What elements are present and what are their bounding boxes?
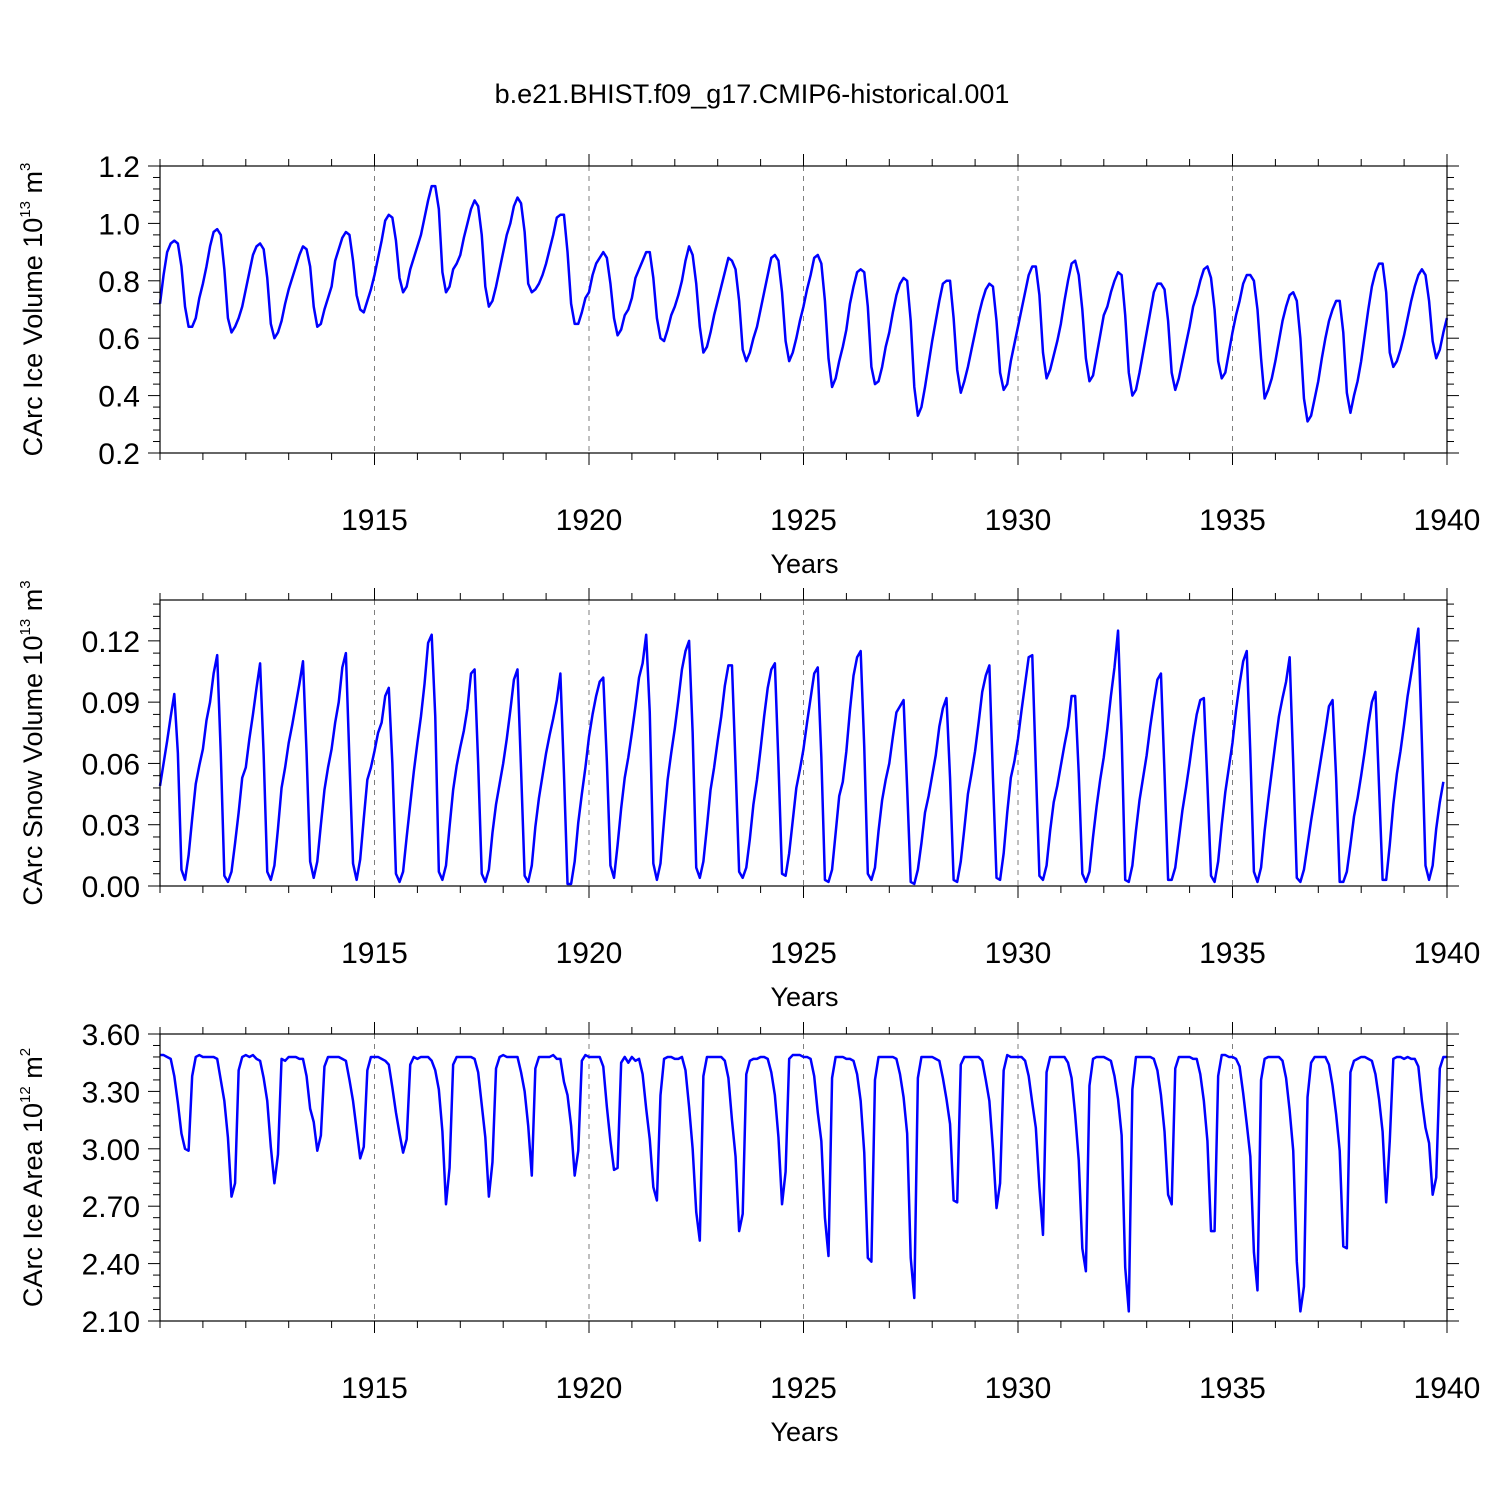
x-tick-label: 1935 [1199, 937, 1266, 970]
y-tick-label: 0.03 [82, 810, 140, 843]
y-axis-title: CArc Snow Volume 1013 m3 [17, 580, 48, 905]
x-tick-label: 1930 [985, 504, 1052, 537]
y-tick-label: 1.2 [98, 151, 140, 184]
y-axis-title-exponent: 13 [17, 201, 34, 218]
y-tick-label: 0.6 [98, 323, 140, 356]
x-axis-title: Years [770, 549, 838, 579]
panel-ice-volume: 0.2 0.4 0.6 0.8 1.0 1.2 1915 1920 1925 1930 1935 19… [17, 151, 1480, 579]
y-tick-label: 2.10 [82, 1306, 140, 1339]
y-axis-title-unit: m [18, 1056, 48, 1086]
series-line-ice-volume [158, 184, 1449, 423]
y-axis-title: CArc Ice Area 1012 m2 [17, 1048, 48, 1307]
series-line-snow-volume [158, 627, 1445, 886]
x-tick-label: 1925 [770, 1372, 837, 1405]
panels: 0.2 0.4 0.6 0.8 1.0 1.2 1915 1920 1925 1930 1935 19… [17, 151, 1480, 1447]
x-tick-label: 1935 [1199, 504, 1266, 537]
y-axis-title-main: CArc Snow Volume 10 [18, 635, 48, 905]
x-tick-label: 1925 [770, 937, 837, 970]
panel-snow-volume: 0.00 0.03 0.06 0.09 0.12 1915 1920 1925 1930 1935… [17, 580, 1480, 1012]
x-tick-label: 1925 [770, 504, 837, 537]
y-tick-label: 2.70 [82, 1191, 140, 1224]
y-tick-label: 3.00 [82, 1134, 140, 1167]
x-tick-label: 1920 [556, 937, 623, 970]
x-tick-label: 1915 [341, 504, 408, 537]
y-axis-title-exponent: 13 [17, 619, 34, 636]
y-tick-label: 2.40 [82, 1249, 140, 1282]
y-axis-title: CArc Ice Volume 1013 m3 [17, 163, 48, 457]
y-axis-title-unit-exponent: 3 [17, 163, 34, 171]
x-tick-label: 1915 [341, 1372, 408, 1405]
chart-title: b.e21.BHIST.f09_g17.CMIP6-historical.001 [495, 79, 1010, 109]
y-tick-label: 3.60 [82, 1019, 140, 1052]
y-tick-label: 0.4 [98, 381, 140, 414]
x-tick-label: 1940 [1414, 504, 1481, 537]
y-axis-title-exponent: 12 [17, 1086, 34, 1103]
y-tick-label: 0.09 [82, 687, 140, 720]
x-axis-title: Years [770, 982, 838, 1012]
y-axis-title-main: CArc Ice Area 10 [18, 1103, 48, 1307]
series-line-ice-area [160, 1053, 1447, 1313]
x-tick-label: 1940 [1414, 1372, 1481, 1405]
y-axis-title-unit-exponent: 2 [17, 1048, 34, 1056]
y-tick-label: 1.0 [98, 208, 140, 241]
y-tick-label: 3.30 [82, 1076, 140, 1109]
y-tick-label: 0.06 [82, 748, 140, 781]
y-tick-label: 0.2 [98, 438, 140, 471]
panel-ice-area: 2.10 2.40 2.70 3.00 3.30 3.60 1915 1920 1925 1930… [17, 1019, 1480, 1447]
y-tick-label: 0.8 [98, 266, 140, 299]
x-tick-label: 1920 [556, 504, 623, 537]
x-tick-label: 1935 [1199, 1372, 1266, 1405]
x-tick-label: 1930 [985, 937, 1052, 970]
x-axis-title: Years [770, 1417, 838, 1447]
y-axis-title-unit-exponent: 3 [17, 580, 34, 588]
x-tick-label: 1915 [341, 937, 408, 970]
y-axis-title-unit: m [18, 171, 48, 201]
y-tick-label: 0.00 [82, 871, 140, 904]
y-axis-title-unit: m [18, 589, 48, 619]
y-tick-label: 0.12 [82, 626, 140, 659]
x-tick-label: 1920 [556, 1372, 623, 1405]
y-axis-title-main: CArc Ice Volume 10 [18, 218, 48, 457]
x-tick-label: 1940 [1414, 937, 1481, 970]
x-tick-label: 1930 [985, 1372, 1052, 1405]
